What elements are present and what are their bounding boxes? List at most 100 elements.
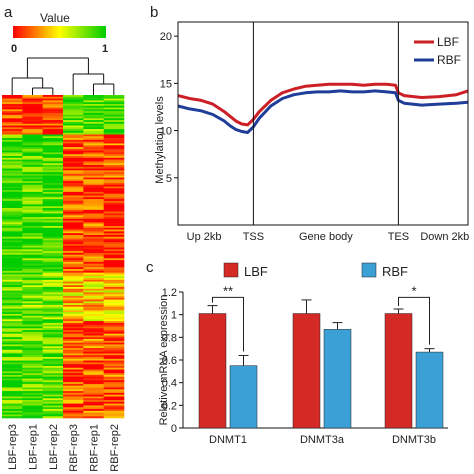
heatmap-cell [42,263,64,266]
heatmap-cell [42,217,64,220]
heatmap-cell [83,292,104,295]
heatmap-cell [83,398,104,401]
heatmap-cell [2,324,23,327]
series-line-lbf [177,82,469,127]
heatmap-cell [2,274,23,277]
heatmap-cell [103,102,125,105]
heatmap-cell [63,136,84,139]
heatmap-cell [2,195,23,198]
heatmap-cell [22,211,43,214]
heatmap-cell [2,96,23,99]
heatmap-cell [2,389,23,392]
heatmap-cell [83,217,104,220]
heatmap-cell [22,147,43,150]
heatmap-cell [63,412,84,415]
heatmap-cell [63,181,84,184]
heatmap-cell [22,301,43,304]
heatmap-cell [42,367,64,370]
heatmap-cell [63,164,84,168]
heatmap-cell [42,222,64,225]
heatmap-cell [63,227,84,230]
heatmap-cell [2,360,23,363]
heatmap-cell [83,342,104,345]
heatmap-cell [103,382,125,385]
heatmap-cell [83,100,104,103]
heatmap-cell [103,290,125,293]
heatmap-cell [63,288,84,291]
heatmap-cell [63,263,84,266]
heatmap-cell [2,351,23,354]
heatmap-cell [2,261,23,264]
heatmap-cell [22,173,43,177]
heatmap-cell [63,409,84,412]
heatmap-cell [103,365,125,369]
heatmap-cell [63,313,84,317]
heatmap-cell [42,145,64,148]
heatmap-cell [83,114,104,117]
heatmap-cell [2,182,23,186]
heatmap-cell [103,172,125,175]
heatmap-cell [22,407,43,410]
heatmap-cell [103,211,125,214]
heatmap-cell [22,130,43,133]
heatmap-cell [83,267,104,270]
heatmap-panel: Value 0 1 LBF-rep3 LBF-rep1 LBF-rep2 RBF-re… [2,11,125,472]
heatmap-cell [22,134,43,137]
heatmap-cell [103,220,125,223]
heatmap-cell [42,172,64,175]
y-tick-label: 5 [166,173,172,185]
heatmap-cell [22,387,43,390]
heatmap-cell [63,217,84,220]
dendrogram [11,57,115,95]
heatmap-cell [63,213,84,216]
heatmap-cell [42,251,64,254]
heatmap-cell [22,382,43,385]
heatmap-cell [22,416,43,419]
heatmap-cell [103,107,125,110]
heatmap-cell [2,267,23,270]
heatmap-cell [83,301,104,304]
heatmap-cell [63,138,84,141]
y-tick-label: 0.6 [162,355,177,367]
heatmap-cell [22,179,43,182]
heatmap-cell [2,152,23,155]
heatmap-cell [22,403,43,406]
heatmap-cell [83,103,104,107]
heatmap-cell [22,112,43,116]
heatmap-cell [2,220,23,223]
heatmap-cell [22,193,43,196]
heatmap-cell [22,107,43,110]
line-chart-ylabel: Methylation levels [154,96,166,184]
heatmap-cell [2,168,23,171]
heatmap-cell [63,312,84,315]
heatmap-cell [22,410,43,413]
heatmap-cell [83,265,104,268]
heatmap-cell [42,287,64,290]
heatmap-cell [83,376,104,379]
heatmap-cell [42,401,64,404]
heatmap-cell [103,297,125,300]
heatmap-cell [103,224,125,227]
heatmap-cell [22,364,43,367]
heatmap-cell [2,156,23,159]
heatmap-cell [42,199,64,202]
heatmap-cell [83,353,104,356]
heatmap-cell [2,154,23,157]
heatmap-cell [103,409,125,412]
heatmap-cell [22,103,43,107]
heatmap-cell [42,254,64,257]
heatmap-cell [63,292,84,295]
heatmap-cell [2,294,23,297]
heatmap-cell [83,374,104,378]
heatmap-cell [42,166,64,169]
heatmap-cell [103,98,125,101]
region-label: TES [388,231,409,243]
heatmap-cell [83,380,104,383]
heatmap-cell [83,130,104,133]
heatmap-cell [2,197,23,200]
heatmap-cell [103,295,125,299]
heatmap-cell [22,168,43,171]
heatmap-cell [83,145,104,148]
heatmap-cell [22,292,43,295]
heatmap-cell [63,326,84,329]
